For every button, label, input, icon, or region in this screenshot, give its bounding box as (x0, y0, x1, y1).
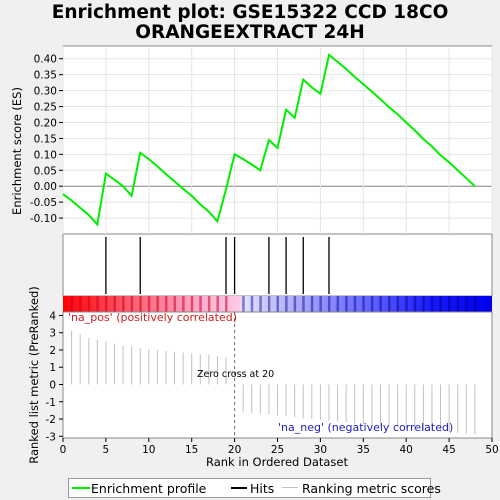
band-stripe (310, 296, 314, 312)
chart-title-line1: Enrichment plot: GSE15322 CCD 18CO (51, 2, 449, 23)
legend-enrichment-swatch (72, 487, 90, 489)
band-stripe (199, 296, 202, 312)
x-tick-label: 50 (485, 444, 498, 456)
es-y-tick-label: 0.30 (34, 86, 57, 98)
metric-y-axis-label: Ranked list metric (PreRanked) (27, 286, 41, 464)
x-tick-label: 35 (357, 444, 370, 456)
band-stripe (413, 296, 417, 312)
es-y-tick-label: 0.20 (34, 117, 57, 129)
band-stripe (113, 296, 116, 312)
metric-y-tick-label: -2 (46, 414, 56, 426)
band-stripe (362, 296, 365, 312)
band-stripe (96, 296, 99, 312)
metric-y-tick-label: -1 (46, 397, 56, 409)
legend-enrichment-label: Enrichment profile (91, 481, 207, 496)
legend-ranking-label: Ranking metric scores (302, 481, 441, 496)
band-stripe (293, 296, 297, 312)
x-tick-label: 45 (442, 444, 455, 456)
legend-ranking-swatch (282, 487, 298, 488)
x-tick-label: 30 (314, 444, 327, 456)
band-stripe (216, 296, 219, 312)
band-stripe (336, 296, 340, 312)
es-y-tick-label: 0.25 (34, 102, 57, 114)
band-stripe (207, 296, 211, 312)
band-stripe (473, 296, 477, 312)
band-stripe (139, 296, 142, 312)
x-tick-label: 25 (271, 444, 284, 456)
metric-y-tick-label: 4 (49, 310, 56, 322)
band-stripe (353, 296, 357, 312)
band-stripe (122, 296, 125, 312)
es-y-tick-label: 0.00 (34, 181, 57, 193)
band-stripe (267, 296, 271, 312)
es-y-tick-label: 0.05 (34, 165, 57, 177)
band-stripe (182, 296, 185, 312)
ranking-color-band (63, 296, 492, 312)
band-stripe (173, 296, 177, 312)
band-stripe (225, 296, 228, 312)
band-stripe (164, 296, 168, 312)
es-y-tick-label: 0.10 (34, 149, 57, 161)
metric-y-tick-label: 1 (49, 362, 56, 374)
es-y-tick-label: 0.40 (34, 54, 57, 66)
neg-label: 'na_neg' (negatively correlated) (278, 421, 453, 434)
metric-panel (62, 311, 493, 439)
band-stripe (439, 296, 443, 312)
es-y-tick-label: -0.05 (30, 197, 57, 209)
band-stripe (465, 296, 468, 312)
hits-panel (62, 233, 493, 297)
band-stripe (156, 296, 159, 312)
metric-y-tick-label: 3 (49, 328, 56, 340)
x-tick-label: 5 (103, 444, 110, 456)
band-stripe (276, 296, 279, 312)
band-stripe (147, 296, 151, 312)
band-stripe (190, 296, 194, 312)
band-stripe (319, 296, 322, 312)
band-stripe (345, 296, 348, 312)
metric-y-tick-label: 0 (49, 379, 56, 391)
es-y-tick-label: 0.15 (34, 133, 57, 145)
legend: Enrichment profile Hits Ranking metric s… (68, 478, 441, 498)
band-stripe (259, 296, 262, 312)
x-axis-label: Rank in Ordered Dataset (206, 455, 349, 469)
band-stripe (70, 296, 74, 312)
enrichment-profile-line (62, 53, 476, 227)
x-tick-label: 10 (142, 444, 155, 456)
es-y-axis-label: Enrichment score (ES) (10, 87, 24, 215)
chart-title-line2: ORANGEEXTRACT 24H (135, 22, 365, 43)
zero-cross-label: Zero cross at 20 (197, 369, 274, 380)
legend-hits-swatch (231, 487, 247, 489)
band-stripe (448, 296, 451, 312)
es-y-tick-label: 0.35 (34, 70, 57, 82)
x-tick-label: 15 (185, 444, 198, 456)
band-stripe (405, 296, 408, 312)
x-tick-label: 0 (60, 444, 67, 456)
metric-y-tick-label: -3 (46, 431, 56, 443)
band-stripe (87, 296, 91, 312)
band-stripe (422, 296, 425, 312)
band-stripe (242, 296, 245, 312)
x-tick-label: 40 (400, 444, 413, 456)
metric-y-tick-label: 2 (49, 345, 56, 357)
x-tick-label: 20 (228, 444, 241, 456)
es-y-tick-label: -0.10 (30, 213, 57, 225)
band-stripe (388, 296, 391, 312)
band-stripe (430, 296, 434, 312)
band-stripe (302, 296, 305, 312)
band-stripe (250, 296, 254, 312)
pos-label: 'na_pos' (positively correlated) (68, 311, 237, 324)
band-stripes (70, 296, 477, 312)
band-stripe (379, 296, 382, 312)
band-stripe (456, 296, 460, 312)
legend-hits-label: Hits (250, 481, 275, 496)
band-stripe (370, 296, 374, 312)
band-stripe (396, 296, 400, 312)
band-stripe (285, 296, 288, 312)
band-stripe (79, 296, 82, 312)
band-stripe (104, 296, 108, 312)
band-stripe (327, 296, 331, 312)
band-stripe (130, 296, 134, 312)
